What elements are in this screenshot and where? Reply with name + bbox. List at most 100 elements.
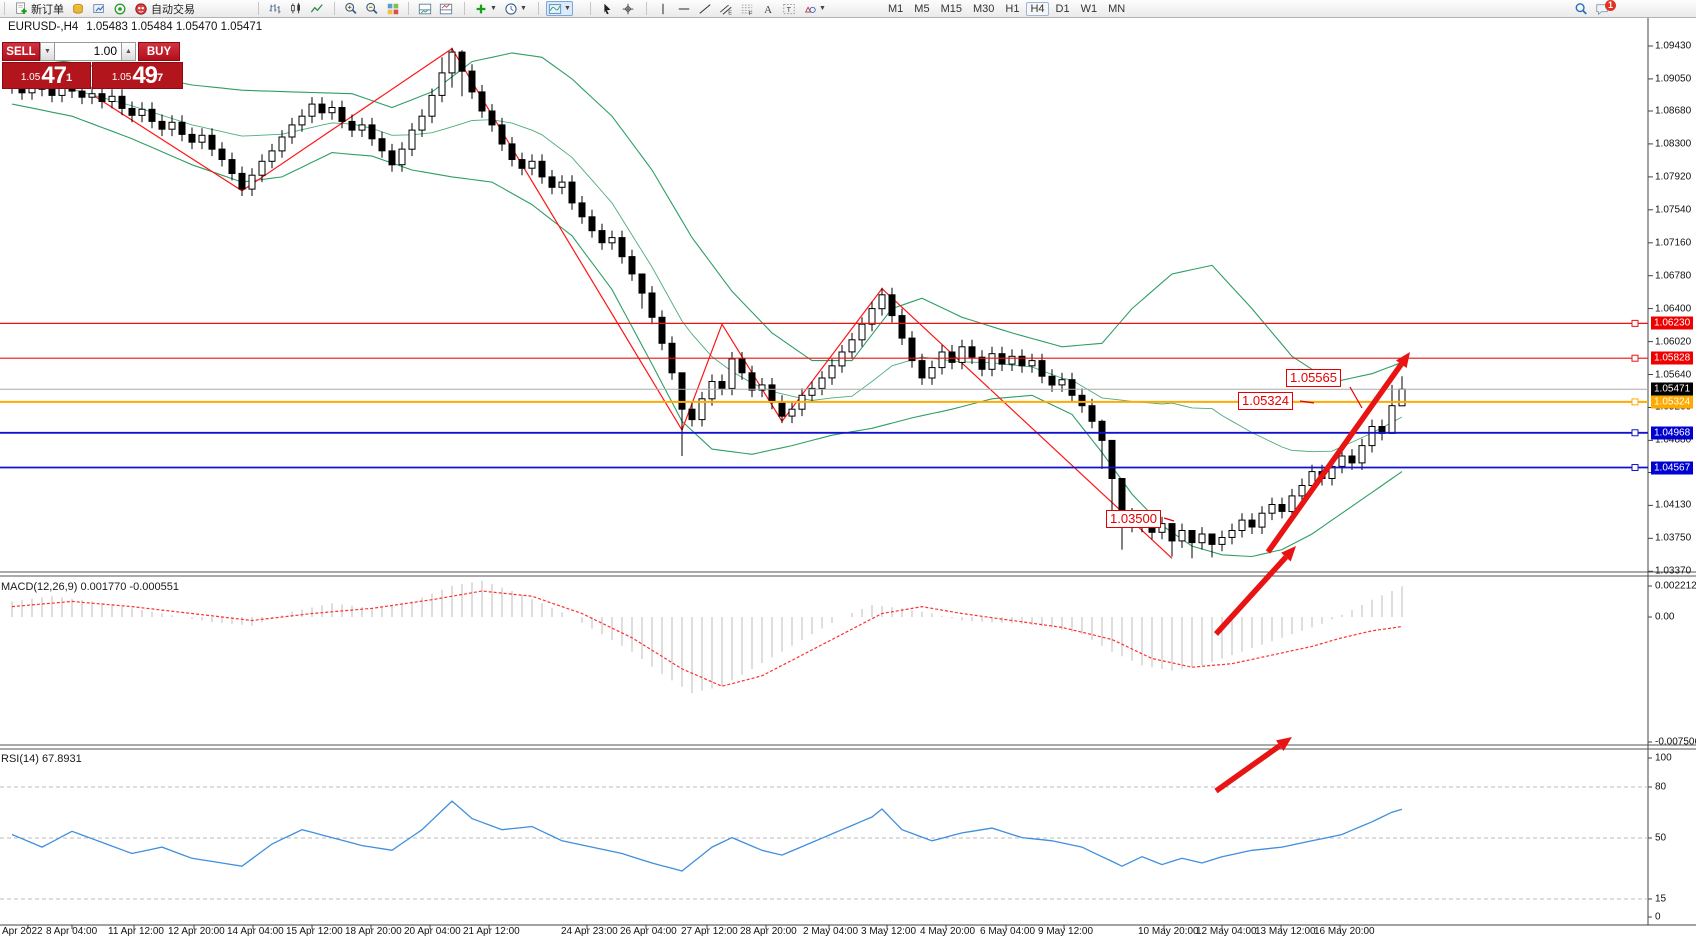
candle-body: [548, 176, 556, 188]
time-axis-label: 12 Apr 20:00: [168, 926, 225, 937]
vertical-line-tool-icon: [662, 3, 664, 14]
text-tool-icon: A: [764, 3, 772, 15]
candle-body: [1238, 519, 1246, 531]
tile-windows-button[interactable]: [384, 1, 402, 16]
line-handle: [1631, 319, 1639, 327]
time-axis-label: 10 May 20:00: [1138, 926, 1199, 937]
candle-body: [1068, 379, 1076, 396]
trendline-tool[interactable]: [696, 1, 714, 16]
candle-body: [1188, 530, 1196, 544]
zoom-out-button[interactable]: [363, 1, 381, 16]
search-button[interactable]: [1572, 1, 1590, 16]
signals-button[interactable]: [111, 1, 129, 16]
time-axis-label: 14 Apr 04:00: [227, 926, 284, 937]
time-axis-label: 12 May 04:00: [1196, 926, 1257, 937]
notification-badge: 1: [1605, 0, 1616, 11]
add-indicator-button[interactable]: ▼: [472, 1, 499, 16]
price-scale-label: 1.07540: [1655, 204, 1692, 216]
text-label-tool-icon: T: [783, 3, 795, 14]
buy-button[interactable]: BUY: [138, 42, 180, 61]
candle-body: [188, 133, 196, 143]
timeframe-w1-button[interactable]: W1: [1080, 2, 1098, 15]
indicator-window-button[interactable]: [416, 1, 434, 16]
price-scale-label: 1.07160: [1655, 237, 1692, 249]
toolbar-group: 新订单 自动交易: [12, 0, 197, 17]
candle-body: [1178, 530, 1186, 542]
periods-button[interactable]: ▼: [502, 1, 529, 16]
depth-of-market-button[interactable]: [437, 1, 455, 16]
fibonacci-tool[interactable]: F: [738, 1, 756, 16]
candle-body: [808, 387, 816, 396]
macd-signal-line: [11, 590, 1403, 687]
candle-body: [598, 230, 606, 244]
templates-button[interactable]: ▼: [546, 1, 573, 16]
crosshair-tool[interactable]: [619, 1, 637, 16]
candle-body: [1348, 455, 1356, 464]
line-handle: [1631, 398, 1639, 406]
arrows-tool-icon: [804, 5, 816, 13]
candle-body: [478, 91, 486, 112]
horizontal-line-tool[interactable]: [675, 1, 693, 16]
candle-body: [308, 103, 316, 117]
timeframe-m15-button[interactable]: M15: [940, 2, 962, 15]
timeframe-m30-button[interactable]: M30: [972, 2, 995, 15]
bar-chart-button[interactable]: [266, 1, 284, 16]
arrows-tool[interactable]: ▼: [801, 1, 828, 16]
timeframe-mn-button[interactable]: MN: [1108, 2, 1126, 15]
candle-body: [738, 358, 746, 374]
candle-body: [1258, 512, 1266, 528]
zigzag-line: [91, 47, 1173, 559]
time-axis-label: 6 May 04:00: [980, 926, 1036, 937]
timeframe-m5-button[interactable]: M5: [914, 2, 930, 15]
sell-button[interactable]: SELL: [2, 42, 40, 61]
deposit-button[interactable]: [69, 1, 87, 16]
publish-chart-button[interactable]: [90, 1, 108, 16]
candle-body: [138, 108, 146, 116]
timeframe-m1-button[interactable]: M1: [888, 2, 904, 15]
timeframe-d1-button[interactable]: D1: [1055, 2, 1070, 15]
trend-arrow-shaft: [1213, 555, 1288, 636]
volume-decrease-button[interactable]: ▼: [40, 42, 55, 61]
volume-input[interactable]: 1.00: [55, 42, 121, 61]
candle-body: [448, 51, 456, 74]
candle-body: [638, 273, 646, 294]
zoom-in-button[interactable]: [342, 1, 360, 16]
text-label-tool[interactable]: T: [780, 1, 798, 16]
depth-of-market-button-icon: [439, 3, 453, 14]
candle-body: [948, 351, 956, 363]
time-axis-label: 11 Apr 12:00: [108, 926, 164, 937]
toolbar-separator: [258, 2, 259, 15]
candle-body: [928, 367, 936, 379]
text-tool[interactable]: A: [759, 1, 777, 16]
auto-trading-button[interactable]: 自动交易: [132, 1, 197, 16]
candle-body: [1008, 355, 1016, 365]
candle-body: [438, 72, 446, 96]
notifications-button[interactable]: 1: [1593, 0, 1616, 16]
candle-body: [1208, 533, 1216, 545]
candle-body: [1278, 504, 1286, 512]
timeframe-h4-button[interactable]: H4: [1026, 1, 1049, 16]
buy-price-tile[interactable]: 1.05 49 7: [92, 62, 183, 89]
candle-body: [1058, 379, 1066, 386]
candlestick-chart-button[interactable]: [287, 1, 305, 16]
price-scale-label: 1.06020: [1655, 336, 1692, 348]
candle-body: [618, 237, 626, 258]
toolbar-item-label: 新订单: [31, 3, 64, 16]
line-chart-button[interactable]: [308, 1, 326, 16]
vertical-line-tool[interactable]: [654, 1, 672, 16]
equidistant-channel-tool[interactable]: E: [717, 1, 735, 16]
candle-body: [878, 294, 886, 310]
timeframe-h1-button[interactable]: H1: [1005, 2, 1020, 15]
time-axis-label: 9 May 12:00: [1038, 926, 1094, 937]
candle-body: [1248, 519, 1256, 528]
cursor-tool[interactable]: [598, 1, 616, 16]
price-scale-label: 1.07920: [1655, 171, 1692, 183]
volume-increase-button[interactable]: ▲: [121, 42, 136, 61]
sell-price-tile[interactable]: 1.05 47 1: [2, 62, 91, 89]
price-scale-label: 1.09430: [1655, 40, 1692, 52]
candle-body: [168, 121, 176, 130]
new-order-button-icon: [16, 1, 27, 14]
new-order-button[interactable]: 新订单: [12, 1, 66, 16]
macd-scale-label: 0.00: [1655, 611, 1675, 623]
price-level-badge: 1.06230: [1651, 316, 1694, 330]
